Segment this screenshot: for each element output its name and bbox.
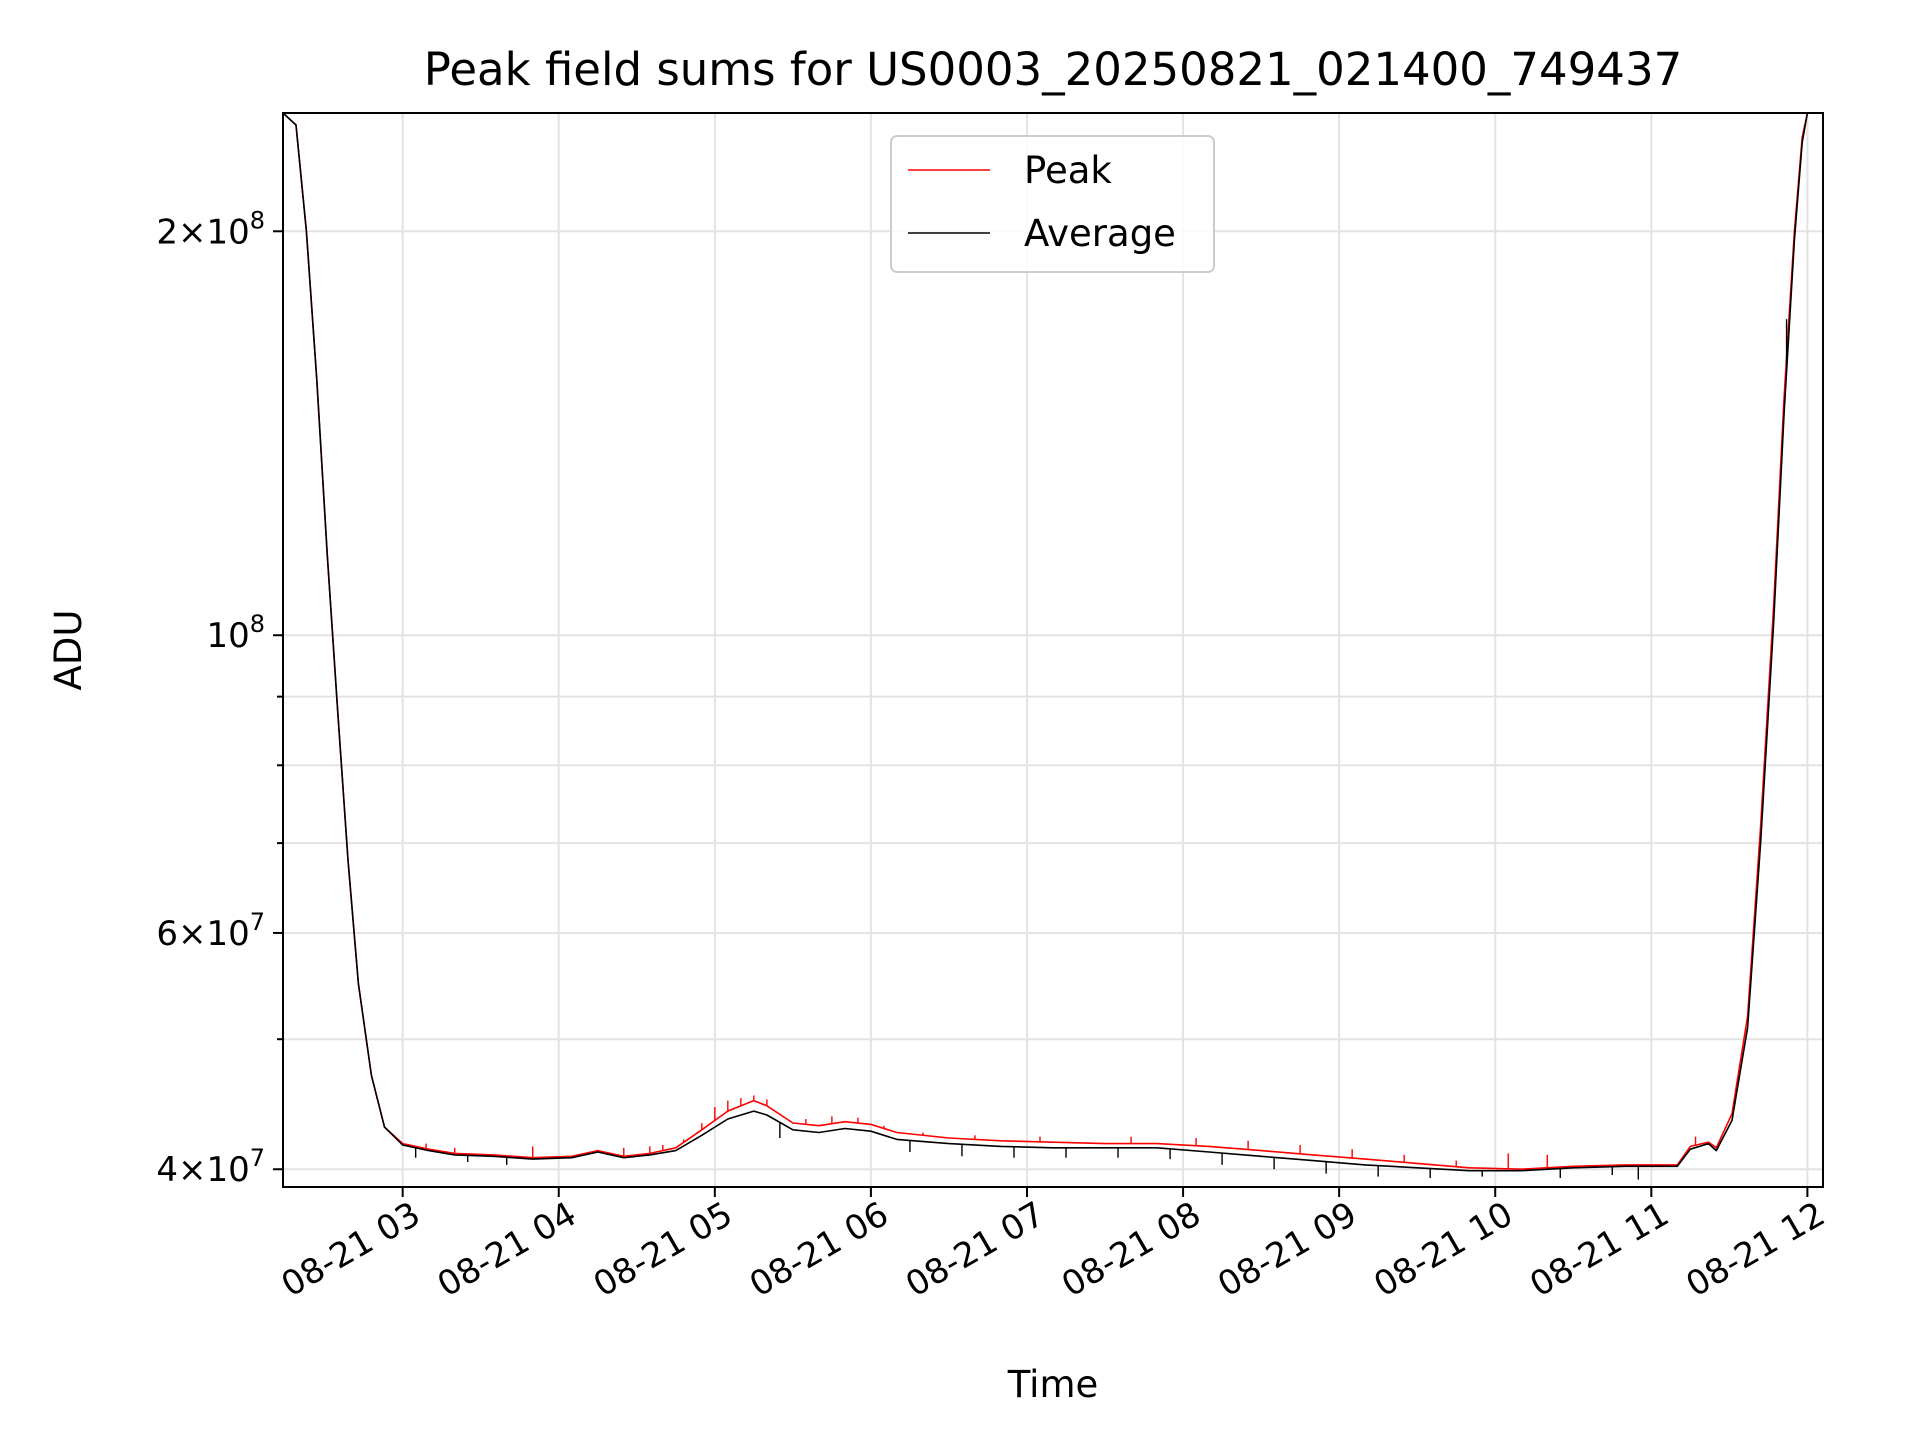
series-line-average xyxy=(283,113,1823,1172)
y-tick-label: 4×107 xyxy=(156,1144,265,1190)
legend-label-average: Average xyxy=(1024,212,1176,255)
y-tick-label: 108 xyxy=(206,610,265,656)
chart-title: Peak field sums for US0003_20250821_0214… xyxy=(424,43,1682,96)
y-tick-label: 6×107 xyxy=(156,908,265,954)
series-group xyxy=(283,113,1823,1180)
series-layer xyxy=(283,113,1823,1180)
plot-frame xyxy=(282,112,1824,1188)
x-axis-label: Time xyxy=(1007,1363,1099,1406)
legend: Peak Average xyxy=(890,135,1215,273)
legend-label-peak: Peak xyxy=(1024,149,1112,192)
y-axis-label: ADU xyxy=(47,610,90,691)
y-tick-label: 2×108 xyxy=(156,206,265,252)
